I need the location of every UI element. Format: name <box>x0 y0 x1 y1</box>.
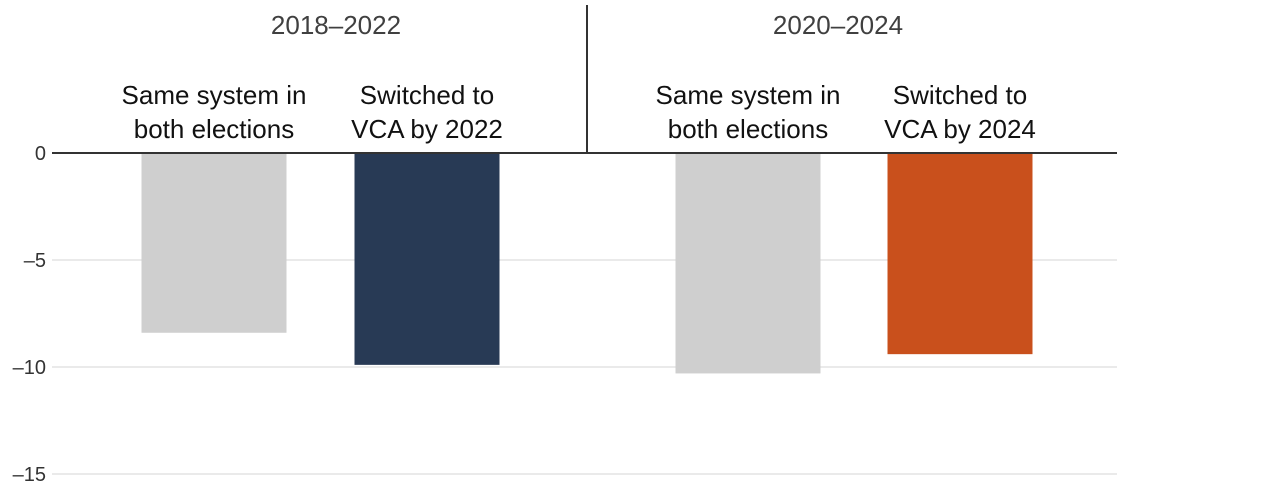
y-tick-label: –10 <box>13 357 46 379</box>
category-label: Switched to VCA by 2024 <box>884 80 1036 144</box>
bar <box>675 153 821 374</box>
category-label: Switched to VCA by 2022 <box>351 80 503 144</box>
category-label-line: both elections <box>134 114 294 144</box>
y-tick-label: –15 <box>13 464 46 486</box>
category-label-line: Switched to <box>360 80 494 110</box>
y-axis: 0 –5 –10 –15 <box>13 5 1117 486</box>
bar <box>354 153 500 365</box>
category-labels: Same system in both elections Switched to V… <box>122 10 1036 144</box>
bar <box>887 153 1033 355</box>
category-label-line: VCA by 2022 <box>351 114 503 144</box>
bar <box>141 153 287 333</box>
category-label: Same system in both elections <box>656 80 841 144</box>
category-label-line: Same system in <box>122 80 307 110</box>
group-title: 2018–2022 <box>271 10 401 40</box>
y-tick-label: 0 <box>35 143 46 165</box>
y-tick-label: –5 <box>24 250 46 272</box>
category-label-line: VCA by 2024 <box>884 114 1036 144</box>
category-label-line: Same system in <box>656 80 841 110</box>
bars <box>141 153 1033 374</box>
category-label: Same system in both elections <box>122 80 307 144</box>
category-label-line: Switched to <box>893 80 1027 110</box>
category-label-line: both elections <box>668 114 828 144</box>
group-title: 2020–2024 <box>773 10 903 40</box>
